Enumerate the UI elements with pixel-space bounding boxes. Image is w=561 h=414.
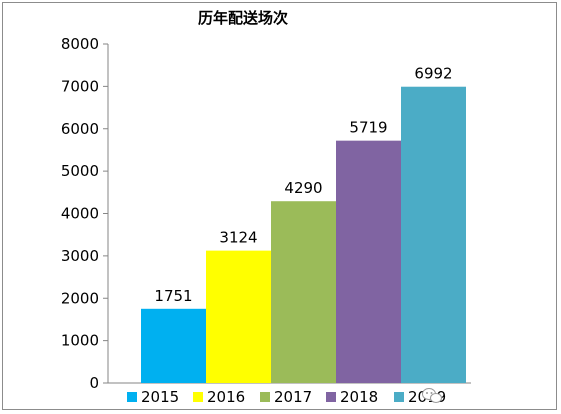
legend-item-2015: 2015	[127, 388, 179, 406]
chart-frame: 历年配送场次 0 1000 2000 3000 4000 5000 6000 7000 8000…	[2, 2, 557, 410]
data-label-2019: 6992	[414, 65, 452, 83]
data-label-2016: 3124	[219, 229, 257, 247]
y-tick-label: 5000	[61, 162, 99, 180]
y-tick-label: 4000	[61, 205, 99, 223]
bar-2016	[206, 250, 271, 383]
legend-item-2016: 2016	[193, 388, 245, 406]
bar-2018	[336, 140, 401, 383]
data-label-2018: 5719	[349, 119, 387, 137]
legend-swatch	[394, 392, 404, 402]
legend-item-2018: 2018	[326, 388, 378, 406]
legend-label: 2016	[207, 388, 245, 406]
y-axis-ticks: 0 1000 2000 3000 4000 5000 6000 7000 8000	[61, 35, 108, 392]
legend-label: 2017	[274, 388, 312, 406]
legend-swatch	[193, 392, 203, 402]
wechat-icon	[422, 388, 442, 403]
bar-2019	[401, 86, 466, 384]
y-tick-label: 1000	[61, 332, 99, 350]
y-tick-label: 3000	[61, 247, 99, 265]
chart-title: 历年配送场次	[198, 9, 288, 27]
data-labels: 1751 3124 4290 5719 6992	[154, 65, 452, 305]
y-tick-label: 0	[89, 374, 99, 392]
legend-swatch	[260, 392, 270, 402]
legend-item-2017: 2017	[260, 388, 312, 406]
bar-chart: 历年配送场次 0 1000 2000 3000 4000 5000 6000 7000 8000…	[61, 9, 520, 406]
legend-swatch	[326, 392, 336, 402]
data-label-2015: 1751	[154, 287, 192, 305]
legend-label: 2015	[141, 388, 179, 406]
legend-swatch	[127, 392, 137, 402]
watermark-text: 上海社区体育	[448, 388, 520, 403]
bar-2017	[271, 201, 336, 383]
legend: 20152016201720182019	[127, 388, 446, 406]
watermark: 上海社区体育	[422, 388, 520, 403]
y-tick-label: 2000	[61, 289, 99, 307]
legend-label: 2018	[340, 388, 378, 406]
bars	[141, 86, 466, 384]
y-tick-label: 6000	[61, 120, 99, 138]
y-tick-label: 7000	[61, 77, 99, 95]
bar-2015	[141, 308, 206, 383]
data-label-2017: 4290	[284, 179, 322, 197]
y-tick-label: 8000	[61, 35, 99, 53]
